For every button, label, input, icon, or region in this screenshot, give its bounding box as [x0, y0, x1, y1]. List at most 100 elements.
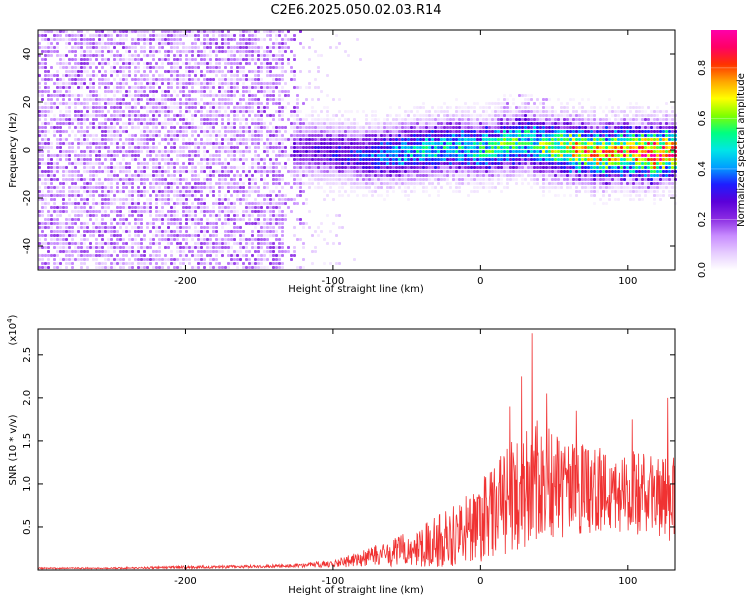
heatmap-cell — [401, 162, 404, 165]
heatmap-cell — [137, 30, 140, 33]
heatmap-cell — [230, 258, 233, 261]
heatmap-cell — [218, 134, 221, 137]
heatmap-cell — [188, 218, 191, 221]
heatmap-cell — [251, 118, 254, 121]
heatmap-cell — [356, 146, 359, 149]
heatmap-cell — [287, 102, 290, 105]
heatmap-cell — [434, 150, 437, 153]
heatmap-cell — [128, 174, 131, 177]
heatmap-cell — [338, 138, 341, 141]
heatmap-cell — [200, 42, 203, 45]
heatmap-cell — [47, 202, 50, 205]
heatmap-cell — [101, 38, 104, 41]
heatmap-cell — [86, 54, 89, 57]
heatmap-cell — [269, 170, 272, 173]
heatmap-cell — [68, 38, 71, 41]
heatmap-cell — [362, 154, 365, 157]
heatmap-cell — [74, 194, 77, 197]
heatmap-cell — [305, 122, 308, 125]
heatmap-cell — [92, 114, 95, 117]
heatmap-cell — [350, 150, 353, 153]
heatmap-cell — [170, 66, 173, 69]
heatmap-cell — [158, 154, 161, 157]
heatmap-cell — [416, 174, 419, 177]
heatmap-cell — [68, 174, 71, 177]
heatmap-cell — [134, 30, 137, 33]
heatmap-cell — [356, 38, 359, 41]
heatmap-cell — [323, 122, 326, 125]
heatmap-cell — [164, 186, 167, 189]
heatmap-cell — [305, 114, 308, 117]
heatmap-cell — [377, 166, 380, 169]
heatmap-cell — [59, 38, 62, 41]
heatmap-cell — [200, 210, 203, 213]
heatmap-cell — [41, 34, 44, 37]
heatmap-cell — [335, 162, 338, 165]
heatmap-cell — [410, 162, 413, 165]
heatmap-cell — [209, 178, 212, 181]
heatmap-cell — [290, 198, 293, 201]
heatmap-cell — [50, 118, 53, 121]
heatmap-cell — [236, 46, 239, 49]
heatmap-cell — [95, 126, 98, 129]
heatmap-cell — [254, 258, 257, 261]
heatmap-cell — [224, 94, 227, 97]
heatmap-cell — [305, 134, 308, 137]
heatmap-cell — [197, 258, 200, 261]
heatmap-cell — [272, 98, 275, 101]
heatmap-cell — [221, 222, 224, 225]
heatmap-cell — [422, 126, 425, 129]
heatmap-cell — [152, 226, 155, 229]
heatmap-cell — [77, 214, 80, 217]
heatmap-cell — [410, 174, 413, 177]
heatmap-cell — [95, 162, 98, 165]
heatmap-cell — [47, 110, 50, 113]
heatmap-cell — [113, 134, 116, 137]
heatmap-cell — [44, 234, 47, 237]
heatmap-cell — [272, 182, 275, 185]
heatmap-cell — [311, 170, 314, 173]
heatmap-cell — [164, 122, 167, 125]
heatmap-cell — [116, 198, 119, 201]
heatmap-cell — [209, 122, 212, 125]
heatmap-cell — [143, 62, 146, 65]
heatmap-cell — [281, 42, 284, 45]
heatmap-cell — [278, 262, 281, 265]
heatmap-cell — [68, 42, 71, 45]
heatmap-cell — [152, 46, 155, 49]
heatmap-cell — [134, 238, 137, 241]
heatmap-cell — [89, 134, 92, 137]
heatmap-cell — [74, 58, 77, 61]
heatmap-cell — [266, 74, 269, 77]
heatmap-cell — [209, 242, 212, 245]
heatmap-cell — [308, 210, 311, 213]
heatmap-cell — [386, 162, 389, 165]
heatmap-cell — [386, 158, 389, 161]
heatmap-cell — [113, 178, 116, 181]
heatmap-cell — [272, 242, 275, 245]
heatmap-cell — [293, 150, 296, 153]
heatmap-cell — [122, 202, 125, 205]
heatmap-cell — [410, 126, 413, 129]
heatmap-cell — [212, 170, 215, 173]
heatmap-cell — [278, 206, 281, 209]
heatmap-cell — [191, 194, 194, 197]
heatmap-cell — [236, 190, 239, 193]
heatmap-cell — [242, 182, 245, 185]
heatmap-cell — [398, 174, 401, 177]
heatmap-cell — [116, 142, 119, 145]
heatmap-cell — [230, 150, 233, 153]
heatmap-cell — [290, 70, 293, 73]
heatmap-cell — [125, 166, 128, 169]
heatmap-cell — [101, 206, 104, 209]
heatmap-cell — [68, 154, 71, 157]
heatmap-cell — [107, 250, 110, 253]
heatmap-cell — [173, 258, 176, 261]
heatmap-cell — [266, 238, 269, 241]
heatmap-cell — [41, 50, 44, 53]
heatmap-cell — [203, 74, 206, 77]
heatmap-cell — [38, 246, 41, 249]
heatmap-cell — [110, 82, 113, 85]
heatmap-cell — [152, 66, 155, 69]
heatmap-cell — [218, 170, 221, 173]
